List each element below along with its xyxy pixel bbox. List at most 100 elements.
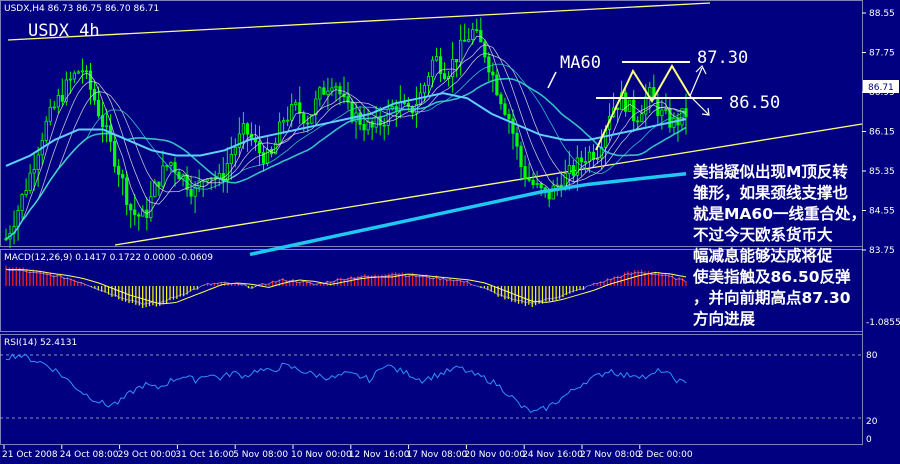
candle-body: [137, 214, 141, 217]
candle-body: [591, 151, 596, 160]
candle-body: [451, 59, 455, 78]
time-tick-label: 21 Oct 2008: [2, 450, 58, 460]
candle-body: [680, 108, 684, 126]
candle-body: [169, 162, 173, 166]
candle-body: [434, 56, 439, 61]
ma-ribbon-line: [5, 44, 687, 240]
ma60-pointer: [547, 71, 557, 89]
macd-line: [5, 268, 687, 305]
candle-body: [567, 165, 571, 174]
candle-body: [487, 56, 491, 73]
candle-body: [129, 204, 133, 211]
candle-body: [84, 70, 89, 73]
ma-ribbon-line: [5, 63, 687, 240]
candle-body: [80, 70, 85, 73]
candle-body: [161, 165, 165, 187]
time-tick-label: 5 Nov 08:00: [233, 450, 288, 460]
ma-ribbon-line: [5, 77, 687, 240]
candle-body: [113, 141, 117, 167]
candle-body: [133, 209, 137, 216]
candle-body: [615, 107, 620, 110]
candle-body: [551, 185, 555, 200]
candle-body: [76, 71, 81, 74]
time-tick-label: 2 Dec 00:00: [638, 450, 693, 460]
candle-body: [362, 124, 366, 131]
candle-body: [575, 157, 579, 176]
candle-body: [96, 99, 101, 117]
last-price-label: 86.71: [868, 83, 894, 93]
candle-body: [125, 177, 129, 205]
candle-body: [406, 103, 410, 107]
arrow-down-line: [689, 95, 709, 115]
level-87-30-label: 87.30: [697, 48, 748, 68]
candle-body: [286, 119, 290, 122]
candle-body: [535, 183, 539, 186]
time-tick-label: 31 Oct 16:00: [175, 450, 234, 460]
time-tick-label: 27 Nov 08:00: [580, 450, 641, 460]
rsi-header: RSI(14) 52.4131: [4, 338, 77, 348]
candle-body: [149, 196, 153, 218]
candle-body: [330, 87, 334, 92]
candle-body: [491, 71, 495, 76]
ma200-line: [249, 171, 687, 257]
candle-body: [660, 109, 664, 117]
macd-histogram: [5, 265, 687, 308]
candle-body: [205, 178, 209, 182]
macd-header: MACD(12,26,9) 0.1417 0.1722 0.0000 -0.06…: [4, 253, 213, 263]
candle-body: [438, 56, 443, 75]
candle-body: [515, 132, 519, 147]
candle-body: [684, 108, 688, 118]
lower-trendline: [114, 123, 863, 246]
last-price-box: [863, 80, 899, 93]
candle-body: [153, 181, 157, 198]
price-tick-label: 86.15: [869, 128, 895, 138]
rsi-line: [0, 353, 862, 419]
time-tick-label: 29 Oct 00:00: [118, 450, 177, 460]
candle-body: [36, 154, 40, 170]
candle-body: [507, 113, 511, 120]
ma-ribbon-line: [5, 35, 687, 240]
rsi-pane: [0, 334, 863, 445]
time-tick-label: 20 Nov 00:00: [464, 450, 525, 460]
rsi-path: [5, 353, 687, 414]
candles: [4, 17, 688, 249]
candle-body: [571, 165, 575, 176]
candle-body: [261, 152, 266, 164]
time-tick-label: 10 Nov 00:00: [291, 450, 352, 460]
price-header: USDX,H4 86.73 86.75 86.70 86.71: [4, 4, 159, 14]
candle-body: [16, 210, 20, 227]
macd-signal-line: [6, 269, 687, 305]
candle-body: [141, 209, 145, 217]
candle-body: [511, 118, 515, 134]
arrow-up-line: [689, 67, 703, 97]
candle-body: [88, 70, 93, 90]
candle-body: [366, 121, 370, 131]
candle-body: [628, 99, 632, 112]
candle-body: [644, 96, 648, 115]
candle-body: [294, 102, 298, 105]
candle-body: [455, 59, 459, 63]
candle-body: [68, 78, 72, 81]
candle-body: [298, 102, 302, 114]
candle-body: [531, 179, 535, 186]
candle-body: [237, 133, 241, 148]
candle-body: [624, 92, 628, 112]
candle-body: [310, 114, 314, 124]
analysis-drawings: [547, 61, 722, 151]
candle-body: [290, 104, 294, 121]
candle-body: [282, 120, 286, 123]
candle-body: [374, 116, 378, 128]
ma60-line: [5, 92, 687, 167]
candle-body: [664, 109, 668, 111]
candle-body: [92, 88, 97, 101]
price-tick-label: 88.55: [869, 9, 895, 19]
candle-body: [189, 188, 193, 197]
candle-body: [197, 180, 201, 188]
candle-body: [306, 122, 310, 125]
ma60-annotation: MA60: [560, 53, 601, 73]
candle-body: [173, 162, 177, 173]
candle-body: [64, 79, 68, 102]
candle-body: [632, 99, 636, 122]
